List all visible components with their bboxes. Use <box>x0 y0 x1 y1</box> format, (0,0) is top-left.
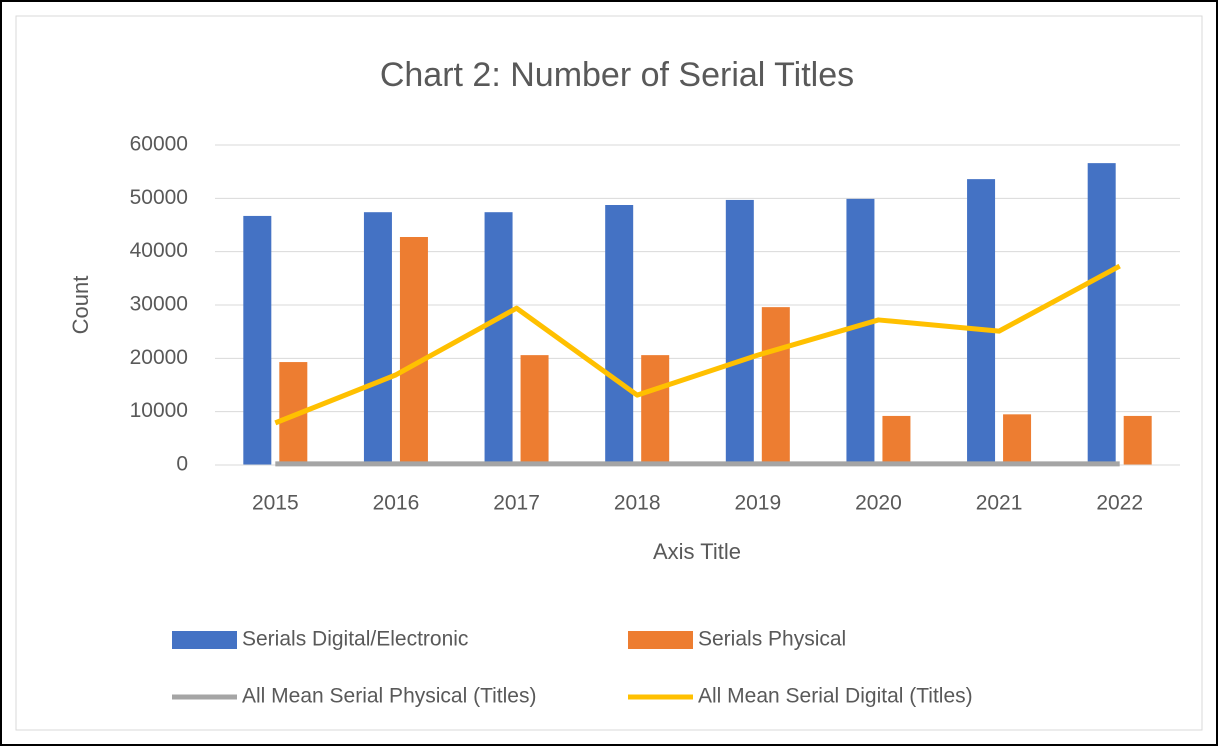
bar <box>882 415 911 465</box>
bar <box>1003 414 1032 465</box>
bar <box>484 212 513 465</box>
bar <box>399 237 428 465</box>
x-axis-title: Axis Title <box>653 539 741 564</box>
bar <box>725 199 754 465</box>
x-tick-label: 2018 <box>614 492 661 515</box>
line <box>274 263 1121 426</box>
y-axis-title: Count <box>68 276 93 335</box>
x-tick-label: 2021 <box>976 492 1023 515</box>
bar <box>1087 163 1116 465</box>
bar <box>761 307 790 465</box>
x-tick-label: 2020 <box>855 492 902 515</box>
chart-area <box>15 15 1203 731</box>
legend-label: Serials Digital/Electronic <box>242 628 468 651</box>
legend-swatch <box>172 631 237 649</box>
y-tick-label: 50000 <box>130 186 188 209</box>
bar <box>520 355 549 465</box>
bar <box>605 205 634 465</box>
x-tick-label: 2022 <box>1096 492 1143 515</box>
y-tick-label: 60000 <box>130 133 188 156</box>
legend-label: All Mean Serial Physical (Titles) <box>242 685 536 708</box>
legend-swatch <box>628 631 693 649</box>
y-tick-label: 30000 <box>130 293 188 316</box>
legend-label: All Mean Serial Digital (Titles) <box>698 685 973 708</box>
bar <box>1123 415 1152 465</box>
y-tick-label: 40000 <box>130 239 188 262</box>
bar <box>846 198 875 465</box>
bar <box>363 212 392 465</box>
x-tick-label: 2019 <box>734 492 781 515</box>
y-tick-label: 0 <box>176 453 188 476</box>
y-tick-label: 10000 <box>130 399 188 422</box>
bar <box>243 215 272 465</box>
y-tick-label: 20000 <box>130 346 188 369</box>
bar <box>967 179 996 465</box>
x-tick-label: 2015 <box>252 492 299 515</box>
chart-title: Chart 2: Number of Serial Titles <box>380 56 854 94</box>
legend-label: Serials Physical <box>698 628 846 651</box>
x-tick-label: 2017 <box>493 492 540 515</box>
bar <box>641 355 670 465</box>
x-tick-label: 2016 <box>373 492 420 515</box>
